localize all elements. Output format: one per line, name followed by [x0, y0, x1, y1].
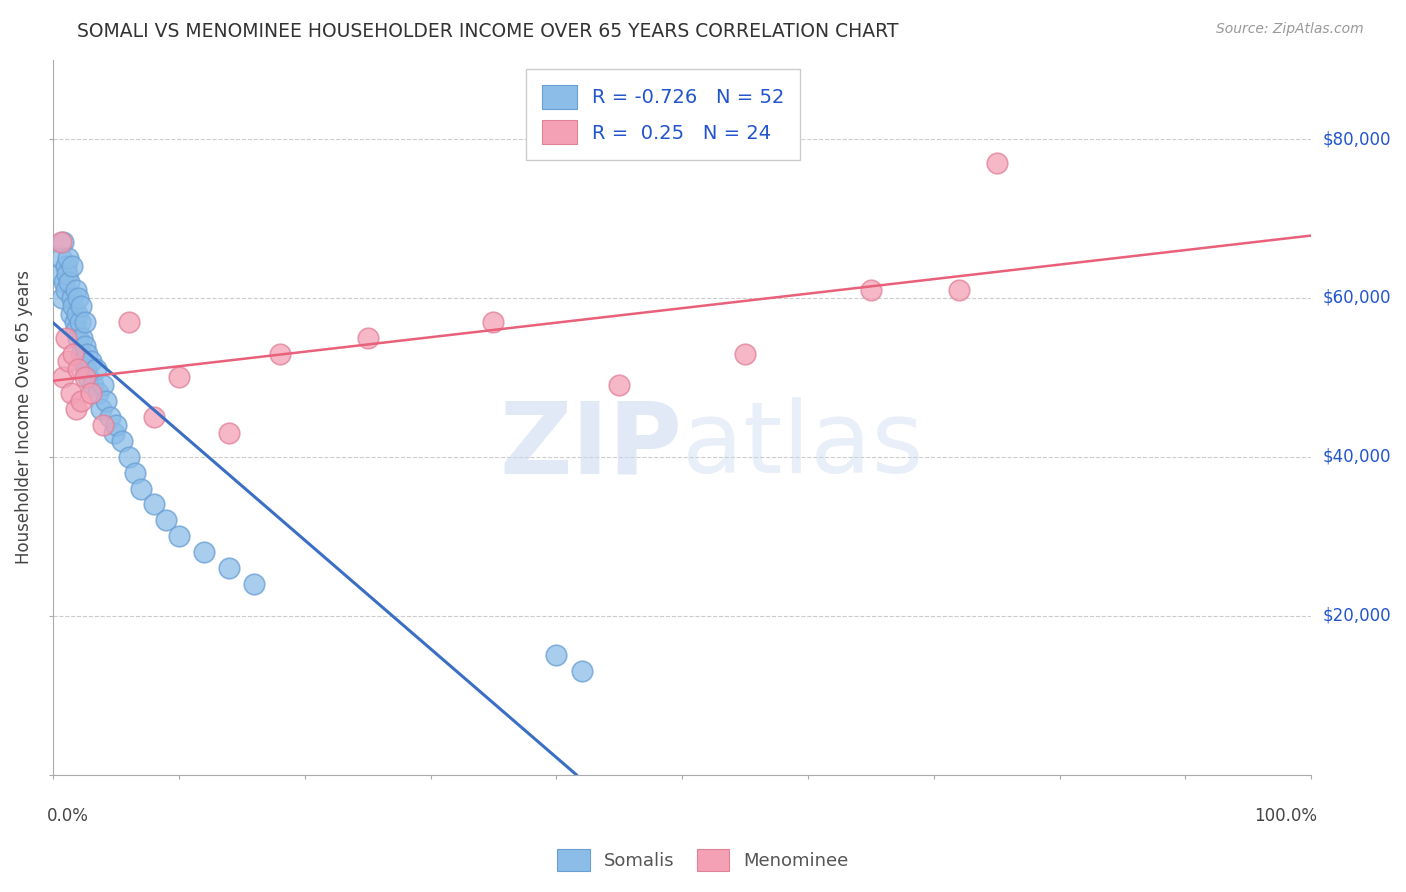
- Point: [69, 394, 91, 409]
- Point: [55, 331, 77, 345]
- Point: [49, 235, 72, 250]
- Point: [117, 315, 139, 329]
- Point: [986, 156, 1008, 170]
- Text: $40,000: $40,000: [1323, 448, 1391, 466]
- Point: [129, 482, 152, 496]
- Point: [58, 251, 80, 265]
- Point: [48, 267, 70, 281]
- Point: [67, 331, 90, 345]
- Point: [90, 402, 112, 417]
- Point: [63, 315, 86, 329]
- Point: [55, 283, 77, 297]
- Point: [93, 378, 115, 392]
- Point: [69, 299, 91, 313]
- Text: Source: ZipAtlas.com: Source: ZipAtlas.com: [1216, 22, 1364, 37]
- Point: [53, 275, 76, 289]
- Text: $80,000: $80,000: [1323, 130, 1391, 148]
- Point: [84, 362, 107, 376]
- Point: [142, 498, 165, 512]
- Point: [77, 370, 100, 384]
- Point: [51, 291, 73, 305]
- Point: [117, 450, 139, 464]
- Point: [103, 425, 125, 440]
- Point: [482, 315, 505, 329]
- Point: [58, 275, 80, 289]
- Point: [94, 394, 117, 409]
- Point: [70, 331, 93, 345]
- Point: [571, 665, 593, 679]
- Point: [58, 354, 80, 368]
- Text: 0.0%: 0.0%: [46, 806, 89, 825]
- Point: [607, 378, 630, 392]
- Point: [93, 417, 115, 432]
- Point: [105, 417, 128, 432]
- Point: [55, 259, 77, 273]
- Point: [948, 283, 970, 297]
- Point: [56, 267, 79, 281]
- Text: SOMALI VS MENOMINEE HOUSEHOLDER INCOME OVER 65 YEARS CORRELATION CHART: SOMALI VS MENOMINEE HOUSEHOLDER INCOME O…: [77, 22, 898, 41]
- Point: [67, 362, 90, 376]
- Point: [124, 466, 146, 480]
- Point: [73, 315, 96, 329]
- Point: [98, 410, 121, 425]
- Point: [357, 331, 380, 345]
- Text: $60,000: $60,000: [1323, 289, 1391, 307]
- Point: [66, 307, 89, 321]
- Y-axis label: Householder Income Over 65 years: Householder Income Over 65 years: [15, 270, 32, 564]
- Point: [69, 315, 91, 329]
- Legend: R = -0.726   N = 52, R =  0.25   N = 24: R = -0.726 N = 52, R = 0.25 N = 24: [526, 70, 800, 160]
- Text: $20,000: $20,000: [1323, 607, 1391, 624]
- Point: [87, 386, 110, 401]
- Point: [167, 529, 190, 543]
- Point: [75, 362, 97, 376]
- Point: [193, 545, 215, 559]
- Point: [80, 354, 103, 368]
- Point: [243, 577, 266, 591]
- Point: [49, 251, 72, 265]
- Point: [59, 386, 82, 401]
- Point: [155, 513, 177, 527]
- Point: [269, 346, 291, 360]
- Text: 100.0%: 100.0%: [1254, 806, 1317, 825]
- Point: [546, 648, 568, 663]
- Point: [65, 323, 87, 337]
- Text: atlas: atlas: [682, 397, 924, 494]
- Point: [167, 370, 190, 384]
- Point: [73, 370, 96, 384]
- Point: [734, 346, 756, 360]
- Point: [67, 291, 90, 305]
- Legend: Somalis, Menominee: Somalis, Menominee: [550, 842, 856, 879]
- Point: [60, 291, 83, 305]
- Point: [62, 346, 84, 360]
- Point: [59, 307, 82, 321]
- Point: [72, 354, 94, 368]
- Point: [65, 402, 87, 417]
- Point: [218, 561, 240, 575]
- Point: [62, 299, 84, 313]
- Point: [60, 259, 83, 273]
- Text: ZIP: ZIP: [499, 397, 682, 494]
- Point: [52, 370, 75, 384]
- Point: [65, 283, 87, 297]
- Point: [859, 283, 882, 297]
- Point: [82, 378, 104, 392]
- Point: [142, 410, 165, 425]
- Point: [73, 338, 96, 352]
- Point: [111, 434, 134, 448]
- Point: [69, 346, 91, 360]
- Point: [80, 386, 103, 401]
- Point: [52, 235, 75, 250]
- Point: [218, 425, 240, 440]
- Point: [76, 346, 98, 360]
